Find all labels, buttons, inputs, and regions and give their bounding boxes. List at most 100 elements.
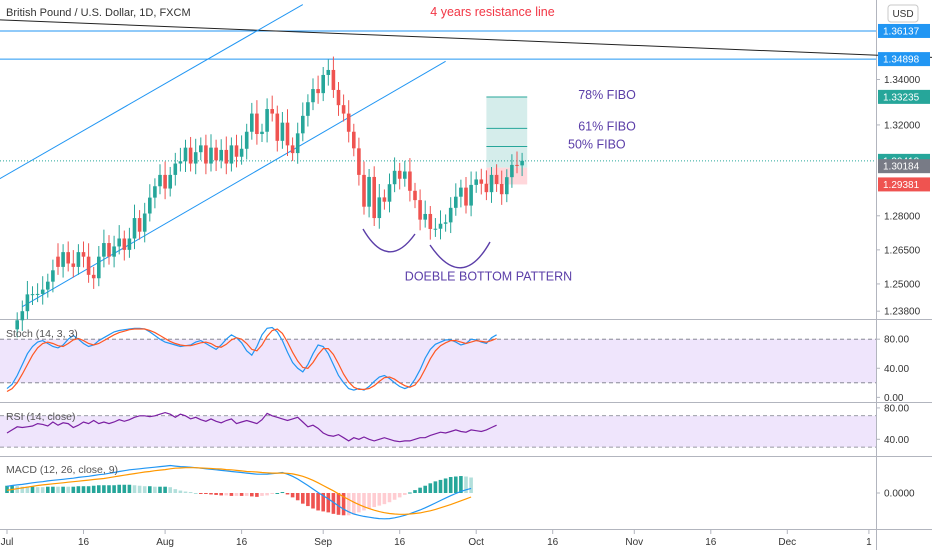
macd-histogram-bar: [270, 493, 274, 494]
macd-histogram-bar: [5, 485, 9, 493]
candle-body: [469, 184, 473, 206]
macd-histogram-bar: [433, 481, 438, 493]
y-axis-label: 1.32000: [884, 120, 921, 131]
chart-annotation: 4 years resistance line: [430, 5, 554, 19]
macd-histogram-bar: [178, 490, 183, 493]
macd-histogram-bar: [306, 493, 310, 507]
candle-body: [102, 243, 106, 257]
y-axis-label: 1.25000: [884, 279, 921, 290]
candle-body: [311, 89, 315, 103]
stoch-axis-tick-label: 40.00: [884, 364, 909, 375]
macd-line: [6, 464, 472, 520]
macd-histogram-bar: [102, 485, 106, 493]
channel-line: [22, 60, 446, 308]
candle-body: [107, 243, 111, 257]
macd-histogram-bar: [244, 493, 249, 496]
candle-body: [56, 256, 60, 267]
macd-histogram-bar: [15, 486, 19, 493]
candle-body: [505, 177, 509, 195]
candle-body: [209, 147, 213, 164]
resistance-trend-line: [0, 19, 932, 58]
stoch-d-line: [6, 328, 497, 393]
x-axis-label: Oct: [468, 537, 484, 548]
macd-histogram-bar: [382, 493, 387, 505]
chart-annotation: 50% FIBO: [568, 137, 626, 151]
candle-body: [97, 256, 101, 279]
candle-body: [352, 131, 356, 149]
rsi-axis-tick-label: 80.00: [884, 403, 909, 414]
macd-histogram-bar: [265, 493, 269, 496]
macd-histogram-bar: [112, 485, 116, 493]
macd-histogram-bar: [392, 493, 397, 500]
candle-body: [193, 152, 198, 164]
macd-histogram-bar: [25, 486, 30, 493]
macd-histogram-bar: [377, 493, 382, 506]
macd-histogram-bar: [311, 493, 315, 509]
macd-histogram-bar: [20, 486, 25, 493]
macd-histogram-bar: [229, 493, 234, 496]
candle-body: [117, 238, 121, 247]
macd-histogram-bar: [285, 493, 290, 495]
bottom-arc-right: [429, 241, 491, 269]
price-tag: [878, 23, 930, 38]
macd-histogram-bar: [234, 493, 239, 496]
candle-body: [499, 183, 504, 195]
macd-histogram-bar: [127, 484, 132, 493]
candle-body: [428, 213, 433, 229]
candle-body: [132, 218, 137, 239]
candle-body: [66, 252, 70, 264]
candle-body: [163, 174, 167, 189]
candle-body: [25, 294, 30, 312]
price-tag: [878, 89, 930, 104]
candle-body: [321, 74, 325, 94]
candle-body: [377, 197, 382, 219]
candle-body: [30, 294, 35, 296]
price-tag-label: 1.30184: [883, 162, 920, 173]
x-axis-label: 16: [547, 537, 559, 548]
macd-histogram-bar: [260, 493, 264, 496]
candle-body: [382, 197, 387, 202]
macd-histogram-bar: [97, 485, 101, 493]
macd-histogram-bar: [413, 490, 417, 493]
macd-histogram-bar: [326, 493, 331, 513]
candle-body: [127, 238, 132, 250]
candle-body: [20, 311, 25, 321]
macd-histogram-bar: [142, 486, 147, 493]
bottom-arc-left: [362, 228, 416, 253]
macd-histogram-bar: [438, 479, 443, 493]
macd-histogram-bar: [148, 486, 152, 493]
candle-body: [260, 131, 264, 135]
macd-histogram-bar: [387, 493, 392, 503]
macd-histogram-bar: [295, 493, 300, 501]
macd-histogram-bar: [448, 477, 453, 493]
x-axis-label: 16: [394, 537, 406, 548]
candle-body: [331, 69, 336, 90]
candle-body: [306, 102, 310, 116]
macd-histogram-bar: [81, 486, 86, 493]
macd-histogram-bar: [454, 476, 458, 493]
macd-histogram-bar: [117, 484, 121, 493]
macd-histogram-bar: [107, 485, 111, 493]
candle-body: [137, 218, 142, 232]
currency-badge[interactable]: USD: [887, 4, 919, 23]
candle-body: [448, 207, 453, 223]
x-axis-label: 1: [866, 537, 872, 548]
candle-body: [219, 149, 223, 161]
macd-histogram-bar: [464, 476, 468, 493]
candle-body: [51, 270, 55, 282]
candle-body: [280, 122, 285, 141]
macd-histogram-bar: [255, 493, 259, 497]
y-axis-label: 1.28000: [884, 211, 921, 222]
rsi-line: [6, 411, 497, 443]
macd-histogram-bar: [275, 493, 280, 494]
chart-annotation: 78% FIBO: [578, 88, 636, 102]
macd-histogram-bar: [204, 493, 208, 494]
macd-histogram-bar: [71, 486, 76, 493]
candle-body: [239, 148, 244, 157]
candle-body: [479, 179, 484, 184]
currency-badge-label: USD: [892, 9, 913, 20]
fibo-profit-zone: [486, 96, 528, 168]
